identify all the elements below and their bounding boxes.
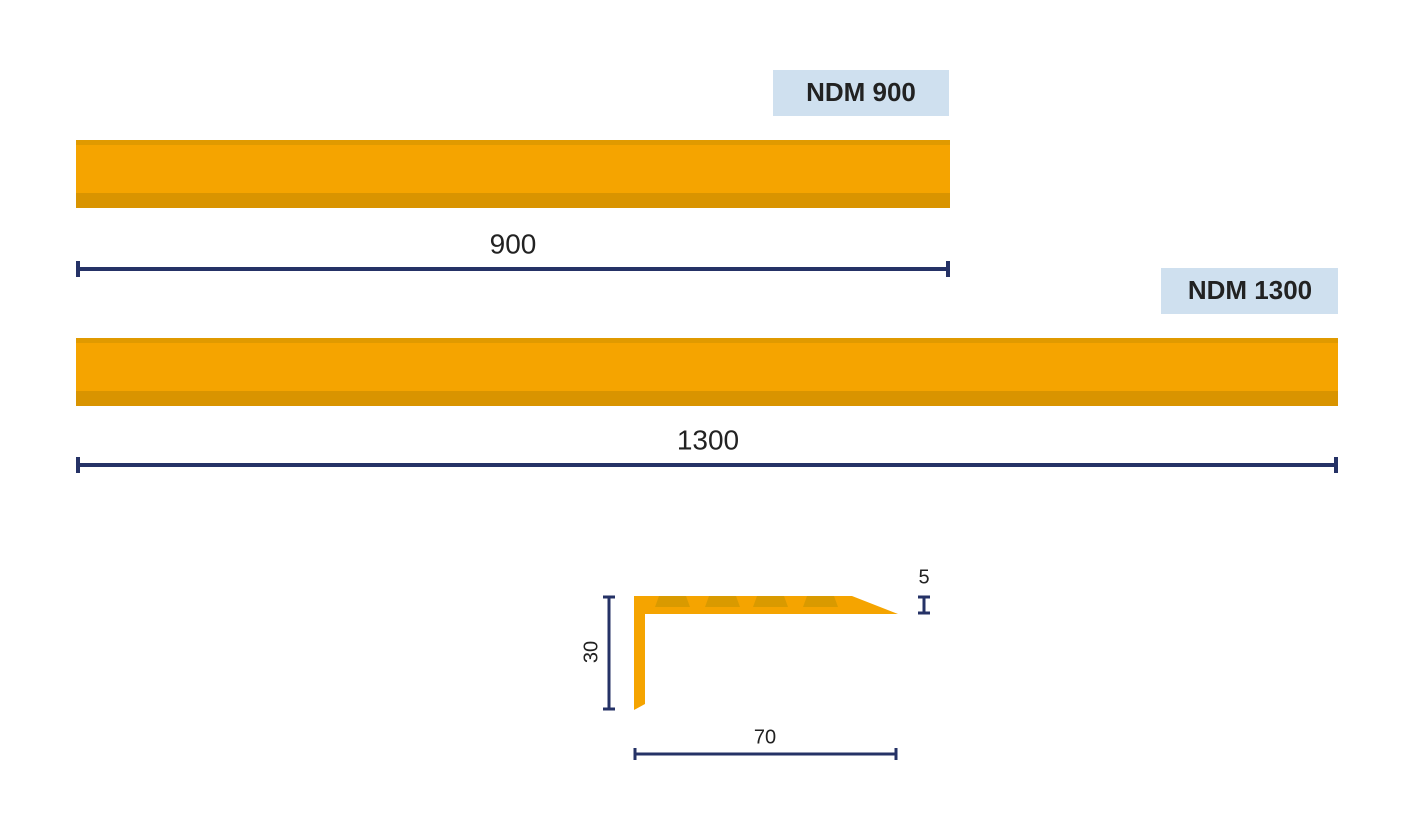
tag-box (773, 70, 949, 116)
depth-label: 70 (754, 726, 776, 748)
product-name: NDM 1300 (1188, 275, 1312, 305)
dimension-line (633, 748, 898, 760)
thickness-label: 5 (918, 566, 929, 588)
dimension-line (918, 595, 930, 615)
dimension-line (76, 261, 950, 277)
length-label: 900 (490, 228, 537, 259)
tag-box (1161, 268, 1338, 314)
length-label: 1300 (677, 424, 739, 455)
dimension-line (76, 457, 1338, 473)
strip (76, 140, 950, 208)
profile-section (634, 596, 898, 710)
dimension-line (603, 595, 615, 711)
product-name: NDM 900 (806, 77, 916, 107)
strip (76, 338, 1338, 406)
height-label: 30 (580, 641, 602, 663)
